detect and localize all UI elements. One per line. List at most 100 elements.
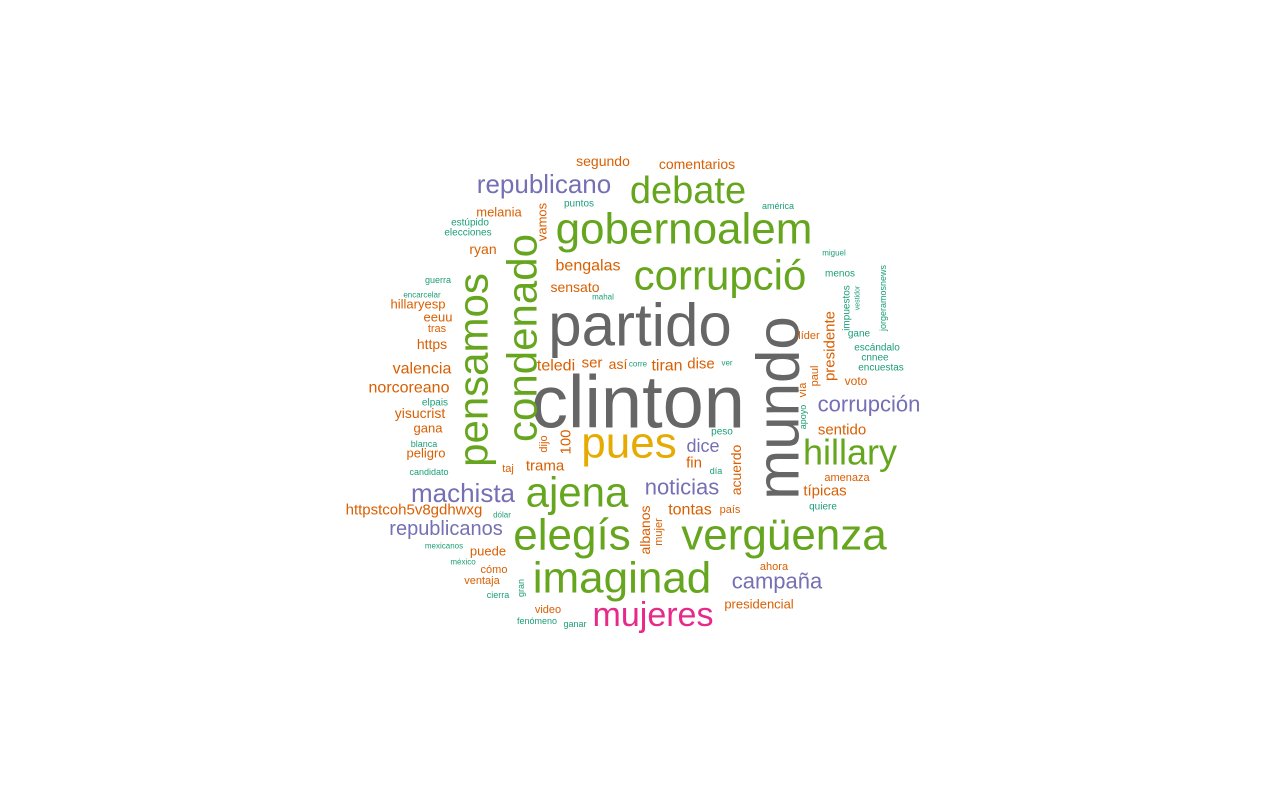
- cloud-word: corre: [629, 360, 648, 369]
- cloud-word: candidato: [409, 467, 448, 477]
- cloud-word: mexicanos: [425, 542, 463, 551]
- cloud-word: hillaryesp: [391, 297, 446, 312]
- cloud-word: amenaza: [824, 472, 870, 484]
- cloud-word: ventaja: [464, 575, 500, 587]
- cloud-word: gana: [414, 421, 444, 436]
- cloud-word: dólar: [493, 511, 511, 520]
- cloud-word: partido: [548, 292, 731, 359]
- cloud-word: impuestos: [842, 285, 853, 331]
- cloud-word: voto: [845, 374, 868, 388]
- cloud-word: ajena: [526, 469, 629, 516]
- cloud-word: condenado: [499, 234, 546, 442]
- cloud-word: puede: [470, 544, 506, 559]
- cloud-word: sentido: [818, 422, 866, 439]
- cloud-word: dijo: [538, 435, 550, 452]
- cloud-word: méxico: [450, 558, 476, 567]
- cloud-word: norcoreano: [369, 380, 450, 397]
- cloud-word: eeuu: [424, 310, 453, 325]
- cloud-word: 100: [558, 429, 575, 454]
- cloud-word: encarcelar: [403, 291, 441, 300]
- cloud-word: trama: [526, 458, 565, 475]
- cloud-word: vía: [797, 382, 809, 398]
- cloud-word: corrupción: [818, 392, 921, 417]
- cloud-word: elecciones: [444, 228, 491, 239]
- cloud-word: https: [417, 336, 447, 352]
- cloud-word: típicas: [803, 483, 846, 500]
- cloud-word: debate: [630, 170, 746, 212]
- cloud-word: httpstcoh5v8gdhwxg: [346, 502, 483, 519]
- cloud-word: clinton: [531, 361, 745, 444]
- cloud-word: comentarios: [659, 156, 735, 172]
- cloud-word: melania: [476, 205, 522, 220]
- cloud-word: ganar: [563, 619, 586, 629]
- cloud-word: bengalas: [556, 258, 621, 275]
- cloud-word: presidencial: [724, 597, 793, 612]
- cloud-word: machista: [411, 478, 516, 508]
- cloud-word: cómo: [481, 564, 508, 576]
- cloud-word: menos: [825, 269, 855, 280]
- cloud-word: escándalo: [854, 343, 900, 354]
- cloud-word: américa: [762, 201, 794, 211]
- cloud-word: acuerdo: [728, 444, 744, 495]
- cloud-word: mahal: [592, 293, 614, 302]
- cloud-word: tontas: [668, 502, 712, 519]
- cloud-word: líder: [798, 330, 820, 342]
- cloud-word: dice: [686, 436, 719, 456]
- cloud-word: elpais: [422, 398, 448, 409]
- cloud-word: video: [535, 604, 561, 616]
- cloud-word: elegís: [513, 511, 630, 560]
- cloud-word: dise: [687, 356, 715, 373]
- cloud-word: tras: [428, 323, 447, 335]
- cloud-word: republicano: [477, 169, 611, 199]
- cloud-word: peso: [711, 427, 733, 438]
- cloud-word: vestidor: [855, 285, 862, 310]
- cloud-word: corrupció: [634, 252, 807, 299]
- cloud-word: vamos: [535, 202, 550, 241]
- cloud-word: cierra: [487, 590, 510, 600]
- cloud-word: imaginad: [533, 554, 712, 603]
- cloud-word: gran: [516, 579, 526, 597]
- cloud-word: mundo: [745, 316, 812, 499]
- cloud-word: noticias: [645, 475, 720, 500]
- cloud-word: guerra: [425, 275, 451, 285]
- cloud-word: país: [720, 504, 741, 516]
- cloud-word: así: [609, 356, 628, 372]
- cloud-word: segundo: [576, 153, 630, 169]
- cloud-word: fin: [686, 455, 702, 472]
- cloud-word: puntos: [564, 199, 594, 210]
- cloud-word: paul: [809, 366, 821, 387]
- cloud-word: yisucrist: [395, 405, 446, 421]
- cloud-word: quiere: [809, 502, 837, 513]
- cloud-word: día: [710, 466, 723, 476]
- cloud-word: encuestas: [858, 363, 904, 374]
- cloud-word: mujeres: [593, 596, 714, 634]
- cloud-word: jorgeramosnews: [878, 264, 888, 332]
- cloud-word: ver: [721, 359, 732, 368]
- cloud-word: pensamos: [450, 273, 497, 467]
- cloud-word: apoyo: [798, 405, 808, 430]
- cloud-word: hillary: [803, 432, 897, 473]
- cloud-word: gane: [848, 329, 871, 340]
- cloud-word: taj: [502, 463, 514, 475]
- cloud-word: pues: [581, 419, 676, 468]
- cloud-word: peligro: [406, 446, 445, 461]
- cloud-word: valencia: [393, 361, 452, 378]
- cloud-word: mujer: [653, 518, 665, 546]
- cloud-word: campaña: [732, 569, 823, 594]
- cloud-word: presidente: [822, 311, 839, 381]
- cloud-word: miguel: [822, 249, 846, 258]
- cloud-word: estúpido: [451, 218, 489, 229]
- cloud-word: fenómeno: [517, 616, 557, 626]
- cloud-word: cnnee: [861, 353, 889, 364]
- cloud-word: tiran: [651, 358, 682, 375]
- cloud-word: albanos: [637, 505, 653, 554]
- cloud-word: blanca: [411, 439, 438, 449]
- cloud-word: republicanos: [389, 518, 502, 540]
- cloud-word: gobernoalem: [556, 205, 813, 254]
- cloud-word: sensato: [550, 279, 599, 295]
- cloud-word: ser: [582, 355, 603, 372]
- cloud-word: ahora: [760, 561, 789, 573]
- cloud-word: ryan: [469, 241, 496, 257]
- cloud-word: teledi: [537, 358, 575, 375]
